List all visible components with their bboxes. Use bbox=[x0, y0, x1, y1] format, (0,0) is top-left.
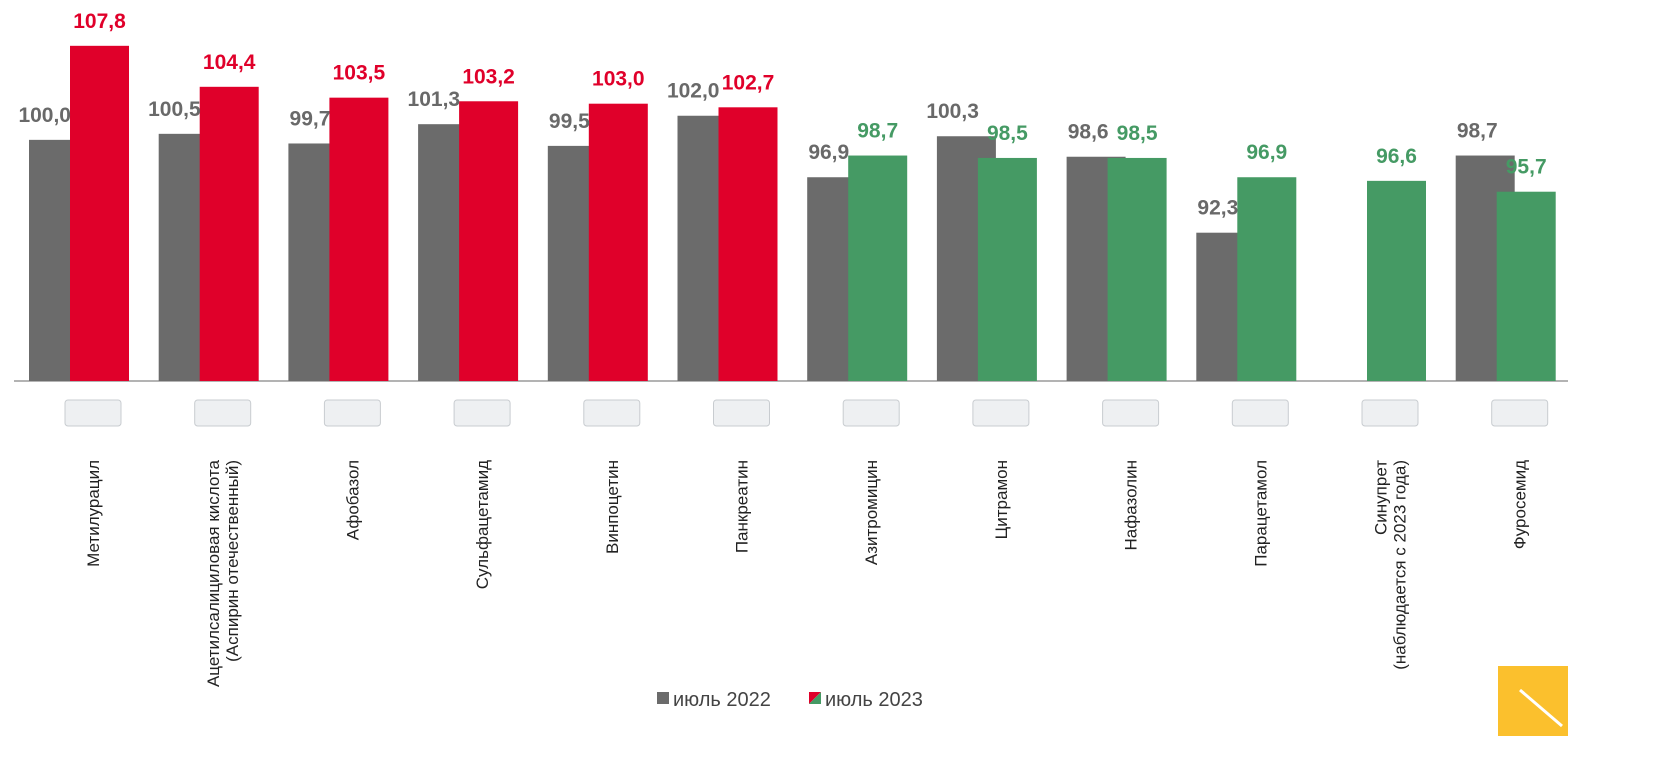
bar bbox=[1497, 192, 1556, 381]
value-label: 102,0 bbox=[667, 80, 720, 103]
x-tick-label: Фуросемид bbox=[1511, 460, 1530, 549]
product-icon bbox=[454, 400, 510, 426]
value-label: 99,5 bbox=[549, 110, 590, 133]
bar bbox=[70, 46, 129, 381]
x-tick-label: Афобазол bbox=[343, 460, 362, 540]
value-label: 103,5 bbox=[333, 62, 386, 85]
legend-label: июль 2023 bbox=[825, 689, 923, 711]
product-icon bbox=[1362, 400, 1418, 426]
value-label: 98,6 bbox=[1068, 121, 1109, 144]
value-label: 98,7 bbox=[857, 120, 898, 143]
value-label: 96,9 bbox=[808, 141, 849, 164]
value-label: 96,9 bbox=[1246, 141, 1287, 164]
value-label: 103,0 bbox=[592, 68, 645, 91]
value-label: 107,8 bbox=[73, 10, 126, 33]
value-label: 102,7 bbox=[722, 71, 775, 94]
product-icon bbox=[65, 400, 121, 426]
value-label: 99,7 bbox=[290, 107, 331, 130]
bar bbox=[329, 98, 388, 381]
bar bbox=[719, 107, 778, 381]
x-tick-label: Ацетилсалициловая кислота(Аспирин отечес… bbox=[204, 459, 242, 687]
x-tick-label: Нафазолин bbox=[1122, 460, 1141, 550]
bar bbox=[459, 101, 518, 381]
value-label: 100,3 bbox=[926, 100, 979, 123]
bar bbox=[589, 104, 648, 381]
bar bbox=[1367, 181, 1426, 381]
x-tick-label: Панкреатин bbox=[733, 460, 752, 553]
value-label: 98,7 bbox=[1457, 120, 1498, 143]
value-label: 95,7 bbox=[1506, 156, 1547, 179]
product-icon bbox=[843, 400, 899, 426]
x-tick-label: Синупрет(наблюдается с 2023 года) bbox=[1372, 460, 1410, 670]
value-label: 98,5 bbox=[1117, 122, 1158, 145]
product-icon bbox=[973, 400, 1029, 426]
legend-label: июль 2022 bbox=[673, 689, 771, 711]
value-label: 101,3 bbox=[408, 88, 461, 111]
value-label: 98,5 bbox=[987, 122, 1028, 145]
x-tick-label: Азитромицин bbox=[862, 460, 881, 565]
product-icon bbox=[1103, 400, 1159, 426]
x-tick-label: Парацетамол bbox=[1251, 460, 1270, 567]
product-icon bbox=[1492, 400, 1548, 426]
bar bbox=[1237, 177, 1296, 381]
product-icon bbox=[1232, 400, 1288, 426]
bar bbox=[200, 87, 259, 381]
value-label: 100,5 bbox=[148, 98, 201, 121]
bar bbox=[1108, 158, 1167, 381]
chart: 100,0 107,8 Метилурацил 100,5 104,4 Ацетилсал… bbox=[0, 0, 1664, 775]
value-label: 104,4 bbox=[203, 51, 256, 74]
product-icon bbox=[195, 400, 251, 426]
value-label: 92,3 bbox=[1197, 197, 1238, 220]
product-icon bbox=[714, 400, 770, 426]
product-icon bbox=[584, 400, 640, 426]
x-tick-label: Цитрамон bbox=[992, 460, 1011, 539]
product-icon bbox=[324, 400, 380, 426]
corner-button[interactable] bbox=[1498, 666, 1568, 736]
legend-swatch bbox=[657, 692, 669, 704]
x-tick-label: Винпоцетин bbox=[603, 460, 622, 554]
value-label: 100,0 bbox=[18, 104, 71, 127]
value-label: 96,6 bbox=[1376, 145, 1417, 168]
bar bbox=[848, 156, 907, 381]
value-label: 103,2 bbox=[462, 65, 515, 88]
bar bbox=[978, 158, 1037, 381]
x-tick-label: Сульфацетамид bbox=[473, 460, 492, 589]
x-tick-label: Метилурацил bbox=[84, 460, 103, 567]
